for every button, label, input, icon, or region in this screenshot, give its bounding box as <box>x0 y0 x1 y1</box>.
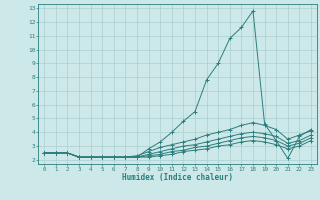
X-axis label: Humidex (Indice chaleur): Humidex (Indice chaleur) <box>122 173 233 182</box>
